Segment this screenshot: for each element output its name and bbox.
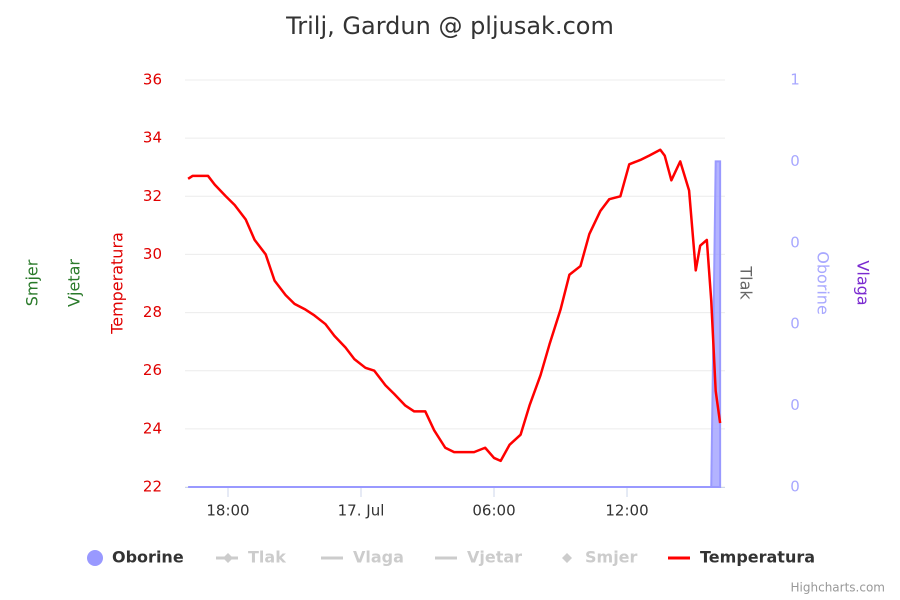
y-tick-label: 28 (143, 303, 162, 321)
y2-tick-label: 0 (790, 152, 800, 170)
area (188, 160, 722, 488)
legend-label[interactable]: Temperatura (700, 548, 815, 567)
legend-label[interactable]: Smjer (585, 548, 638, 567)
y-tick-label: 22 (143, 478, 162, 496)
y-axis-title: Smjer (23, 259, 42, 306)
chart-title: Trilj, Gardun @ pljusak.com (285, 12, 614, 40)
legend-symbol (223, 553, 233, 563)
y-tick-label: 34 (143, 129, 162, 147)
y-tick-label: 26 (143, 361, 162, 379)
y-axis-title: Vjetar (65, 259, 84, 307)
y-axis-title: Temperatura (108, 232, 127, 335)
y2-tick-label: 0 (790, 315, 800, 333)
y2-axis-title: Vlaga (854, 260, 873, 305)
y2-axis-title: Oborine (814, 251, 833, 315)
x-tick-label: 17. Jul (338, 502, 385, 520)
legend-label[interactable]: Vjetar (467, 548, 522, 567)
legend-label[interactable]: Vlaga (353, 548, 404, 567)
y2-tick-label: 0 (790, 396, 800, 414)
x-tick-label: 18:00 (206, 502, 249, 520)
y2-tick-label: 1 (790, 71, 800, 89)
legend-label[interactable]: Oborine (112, 548, 184, 567)
line (187, 148, 722, 463)
legend-symbol (87, 550, 103, 566)
y-tick-label: 24 (143, 419, 162, 437)
y2-axis-title: Tlak (737, 265, 756, 300)
y-tick-label: 32 (143, 187, 162, 205)
y2-tick-label: 0 (790, 478, 800, 496)
y2-tick-label: 0 (790, 233, 800, 251)
legend-label[interactable]: Tlak (248, 548, 286, 567)
y-tick-label: 36 (143, 71, 162, 89)
x-tick-label: 12:00 (605, 502, 648, 520)
y-tick-label: 30 (143, 245, 162, 263)
legend-symbol (562, 553, 572, 563)
x-tick-label: 06:00 (472, 502, 515, 520)
credits: Highcharts.com (791, 581, 885, 595)
